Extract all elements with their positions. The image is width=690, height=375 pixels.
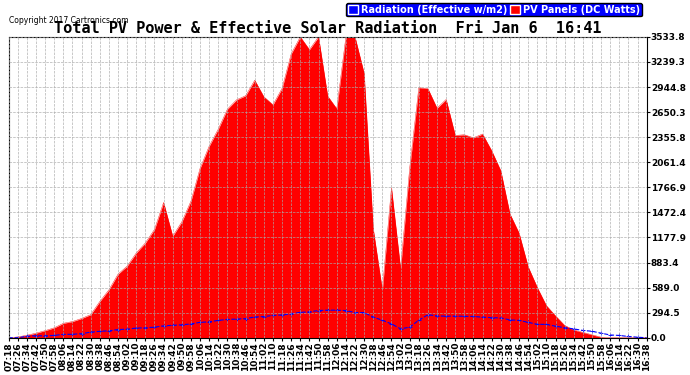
Title: Total PV Power & Effective Solar Radiation  Fri Jan 6  16:41: Total PV Power & Effective Solar Radiati… — [54, 21, 602, 36]
Legend: Radiation (Effective w/m2), PV Panels (DC Watts): Radiation (Effective w/m2), PV Panels (D… — [346, 3, 642, 16]
Text: Copyright 2017 Cartronics.com: Copyright 2017 Cartronics.com — [9, 16, 128, 25]
